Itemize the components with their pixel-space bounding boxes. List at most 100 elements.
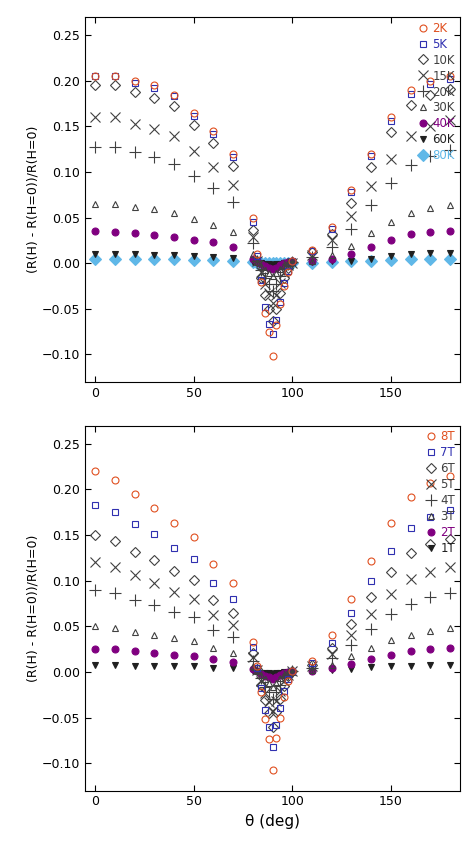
5K [210, 128, 216, 139]
2K [282, 281, 287, 292]
3T [428, 626, 433, 636]
10K [388, 127, 393, 137]
30K [273, 269, 279, 279]
40K [152, 230, 157, 240]
15K [329, 235, 335, 246]
5K [282, 278, 287, 288]
1T [290, 666, 295, 677]
20K [132, 147, 137, 157]
2K [171, 89, 177, 99]
5K [152, 83, 157, 94]
20K [348, 224, 354, 234]
1T [266, 668, 272, 678]
2T [112, 644, 118, 654]
7T [262, 706, 267, 716]
7T [368, 575, 374, 586]
6T [278, 694, 283, 705]
80K [388, 254, 393, 264]
6T [266, 708, 272, 718]
30K [191, 213, 197, 224]
2K [262, 309, 267, 319]
30K [132, 201, 137, 212]
2K [368, 149, 374, 159]
15K [112, 112, 118, 122]
60K [230, 252, 236, 263]
80K [112, 253, 118, 264]
20K [368, 200, 374, 210]
5T [230, 620, 236, 631]
60K [273, 259, 279, 269]
3T [368, 643, 374, 654]
2T [92, 644, 98, 654]
5T [112, 562, 118, 572]
8T [132, 489, 137, 499]
40K [447, 226, 453, 236]
40K [285, 258, 291, 268]
10K [112, 80, 118, 90]
40K [290, 257, 295, 267]
8T [210, 559, 216, 570]
Line: 8T: 8T [91, 468, 454, 774]
3T [273, 677, 279, 688]
1T [388, 661, 393, 672]
1T [329, 665, 335, 675]
40K [171, 232, 177, 242]
15K [447, 115, 453, 125]
2T [266, 672, 272, 683]
6T [92, 530, 98, 541]
3T [191, 636, 197, 646]
6T [210, 595, 216, 605]
2K [270, 351, 275, 361]
8T [112, 475, 118, 485]
40K [92, 226, 98, 236]
4T [262, 682, 267, 692]
8T [282, 691, 287, 701]
30K [112, 199, 118, 209]
30K [282, 260, 287, 270]
40K [270, 264, 275, 274]
5K [112, 71, 118, 82]
2T [210, 654, 216, 664]
6T [348, 619, 354, 629]
7T [171, 543, 177, 553]
8T [152, 502, 157, 513]
80K [447, 253, 453, 264]
4T [250, 656, 255, 666]
2T [282, 668, 287, 678]
7T [309, 658, 315, 668]
5K [92, 71, 98, 82]
15K [262, 279, 267, 289]
80K [266, 258, 272, 269]
80K [428, 253, 433, 264]
8T [368, 556, 374, 566]
1T [210, 663, 216, 673]
Y-axis label: (R(H) - R(H=0))/R(H=0): (R(H) - R(H=0))/R(H=0) [26, 126, 39, 273]
6T [270, 722, 275, 732]
40K [388, 235, 393, 246]
4T [329, 653, 335, 663]
3T [262, 674, 267, 684]
2T [285, 666, 291, 677]
3T [447, 623, 453, 633]
1T [368, 662, 374, 672]
8T [230, 577, 236, 587]
60K [258, 258, 264, 269]
10K [278, 288, 283, 298]
5T [388, 589, 393, 599]
10K [266, 303, 272, 314]
7T [447, 504, 453, 514]
2T [132, 646, 137, 656]
40K [278, 260, 283, 270]
5K [230, 151, 236, 162]
1T [171, 661, 177, 672]
8T [290, 666, 295, 676]
8T [191, 532, 197, 542]
30K [262, 264, 267, 275]
40K [329, 253, 335, 264]
10K [191, 120, 197, 130]
20K [191, 171, 197, 181]
2K [428, 76, 433, 86]
7T [388, 546, 393, 556]
5T [270, 706, 275, 717]
7T [112, 507, 118, 518]
